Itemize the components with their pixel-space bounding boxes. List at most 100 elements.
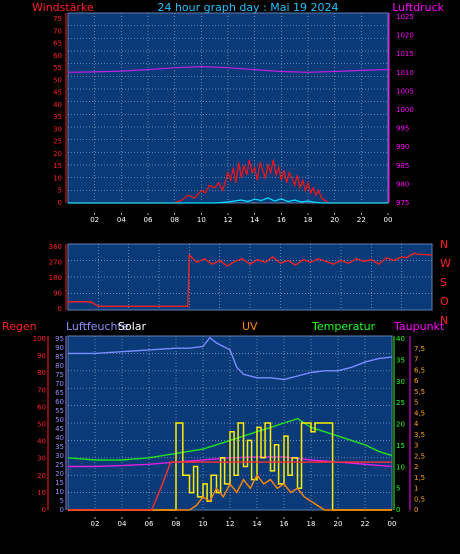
series-solar [68, 422, 392, 511]
rain-tick: 40 [37, 438, 46, 446]
time-tick: 06 [145, 520, 154, 528]
humidity-tick: 35 [55, 443, 64, 451]
climate-time-axis: 02 04 06 08 10 12 14 16 18 20 22 00 [91, 517, 397, 528]
wind-direction-series [68, 252, 433, 307]
rain-tick: 10 [37, 489, 46, 497]
compass-tick: W [440, 257, 451, 270]
humidity-tick: 0 [60, 506, 64, 514]
pressure-tick: 995 [396, 125, 409, 133]
series-gust [68, 197, 388, 204]
dewpoint-tick: 6,5 [414, 366, 425, 374]
series-direction [68, 252, 433, 307]
humidity-tick: 30 [55, 452, 64, 460]
wind-time-axis: 02 04 06 08 10 12 14 16 18 20 22 00 [90, 213, 392, 224]
dewpoint-tick: 1,5 [414, 474, 425, 482]
wind-tick: 5 [58, 187, 62, 195]
wind-tick: 50 [53, 76, 62, 84]
pressure-tick: 1015 [396, 50, 414, 58]
time-tick: 10 [197, 216, 206, 224]
temperature-tick: 30 [396, 378, 405, 386]
header-windstaerke-label: Windstärke [32, 1, 94, 14]
dewpoint-tick: 6 [414, 377, 419, 385]
time-tick: 08 [172, 520, 181, 528]
series-wind [68, 159, 388, 204]
direction-axis-ticks: 0 90 180 270 360 [49, 243, 62, 313]
temperature-tick: 10 [396, 463, 405, 471]
rain-tick: 0 [42, 506, 46, 514]
rain-tick: 30 [37, 455, 46, 463]
time-tick: 10 [199, 520, 208, 528]
humidity-tick: 95 [55, 335, 64, 343]
temperature-tick: 15 [396, 442, 405, 450]
pressure-tick: 1025 [396, 13, 414, 21]
direction-tick: 360 [49, 243, 62, 251]
compass-tick: N [440, 314, 448, 327]
time-tick: 06 [144, 216, 153, 224]
time-tick: 02 [91, 520, 100, 528]
time-tick: 22 [357, 216, 366, 224]
time-tick: 00 [384, 216, 393, 224]
series-humidity [68, 336, 393, 381]
dewpoint-tick: 4,5 [414, 409, 425, 417]
pressure-tick: 1020 [396, 32, 414, 40]
time-tick: 12 [226, 520, 235, 528]
dewpoint-tick: 5 [414, 399, 418, 407]
wind-tick: 35 [53, 113, 62, 121]
humidity-tick: 90 [55, 344, 64, 352]
pressure-axis-ticks: 975 980 985 990 995 1000 1005 1010 1015 1020 1025 [396, 13, 414, 207]
direction-tick: 0 [58, 305, 62, 313]
pressure-tick: 1010 [396, 69, 414, 77]
dewpoint-tick: 1 [414, 485, 418, 493]
humidity-tick: 65 [55, 389, 64, 397]
wind-tick: 75 [53, 15, 62, 23]
chart-title: 24 hour graph day : Mai 19 2024 [157, 1, 338, 14]
label-luftfeuchte: Luftfeuchte [66, 320, 129, 333]
rain-tick: 70 [37, 386, 46, 394]
time-tick: 04 [118, 520, 127, 528]
header-luftdruck-label: Luftdruck [392, 1, 444, 14]
wind-tick: 40 [53, 101, 62, 109]
dewpoint-tick: 5,5 [414, 388, 425, 396]
time-tick: 08 [170, 216, 179, 224]
dewpoint-tick: 0 [414, 506, 418, 514]
time-tick: 00 [388, 520, 397, 528]
temperature-tick: 25 [396, 399, 405, 407]
time-tick: 14 [253, 520, 262, 528]
humidity-tick: 45 [55, 425, 64, 433]
rain-tick: 20 [37, 472, 46, 480]
rain-axis-ticks: 0 10 20 30 40 50 60 70 80 90 100 [33, 335, 46, 514]
climate-grid [68, 336, 392, 510]
wind-pressure-grid [68, 13, 388, 203]
humidity-tick: 15 [55, 479, 64, 487]
humidity-tick: 5 [60, 497, 64, 505]
temperature-axis-ticks: 0 5 10 15 20 25 30 35 40 [396, 335, 405, 514]
wind-tick: 45 [53, 89, 62, 97]
pressure-tick: 1000 [396, 106, 414, 114]
temperature-tick: 0 [396, 506, 400, 514]
time-tick: 18 [307, 520, 316, 528]
humidity-tick: 20 [55, 470, 64, 478]
time-tick: 16 [277, 216, 286, 224]
series-rain [68, 461, 392, 511]
humidity-tick: 50 [55, 416, 64, 424]
time-tick: 02 [90, 216, 99, 224]
rain-tick: 90 [37, 352, 46, 360]
humidity-tick: 85 [55, 353, 64, 361]
dewpoint-tick: 4 [414, 420, 419, 428]
direction-tick: 90 [53, 290, 62, 298]
label-uv: UV [242, 320, 258, 333]
pressure-tick: 975 [396, 199, 409, 207]
rain-tick: 60 [37, 403, 46, 411]
compass-tick: S [440, 276, 447, 289]
wind-tick: 20 [53, 150, 62, 158]
humidity-tick: 10 [55, 488, 64, 496]
pressure-tick: 980 [396, 180, 409, 188]
pressure-tick: 1005 [396, 87, 414, 95]
compass-tick: O [440, 295, 449, 308]
humidity-tick: 60 [55, 398, 64, 406]
humidity-tick: 40 [55, 434, 64, 442]
